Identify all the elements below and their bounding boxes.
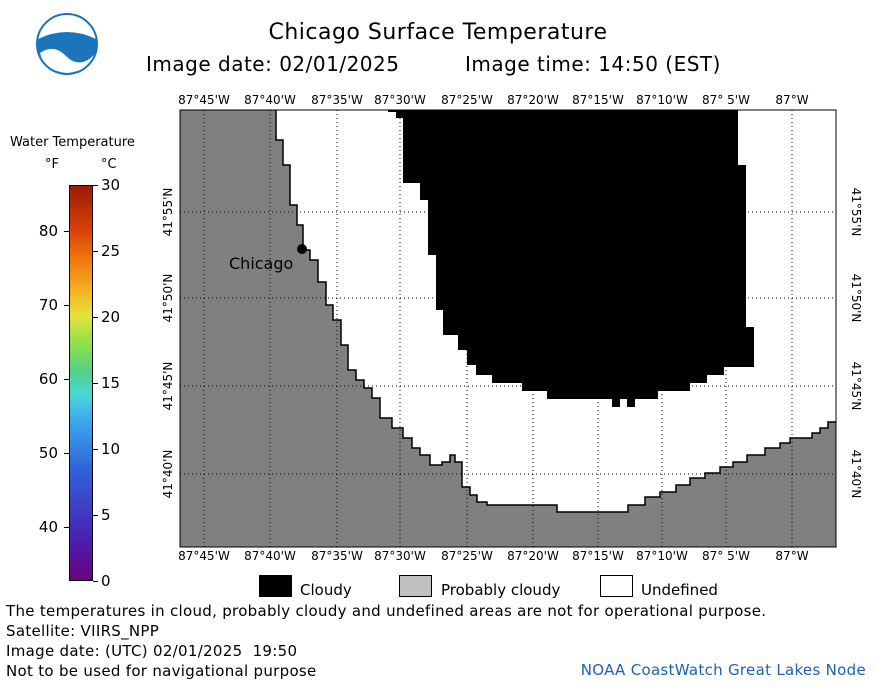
fahrenheit-tick-mark [64, 379, 69, 380]
logo-text: NOAA [54, 39, 81, 49]
latitude-label-right: 41°40'N [849, 450, 863, 499]
map-title: Chicago Surface Temperature [268, 20, 608, 45]
colorbar-title: Water Temperature [10, 135, 135, 150]
satellite-text: Satellite: VIIRS_NPP [6, 622, 160, 640]
latitude-label-left: 41°50'N [161, 274, 175, 323]
land-area [180, 110, 836, 547]
probably-cloudy-swatch [399, 575, 432, 597]
longitude-label-bottom: 87°40'W [244, 549, 296, 563]
latitude-label-right: 41°50'N [849, 274, 863, 323]
celsius-tick-label: 25 [101, 242, 121, 260]
fahrenheit-tick-mark [64, 231, 69, 232]
disclaimer-text: The temperatures in cloud, probably clou… [6, 602, 767, 620]
fahrenheit-tick-label: 80 [38, 222, 58, 240]
longitude-label-bottom: 87°10'W [636, 549, 688, 563]
celsius-tick-mark [93, 185, 98, 186]
celsius-tick-mark [93, 383, 98, 384]
unit-fahrenheit: °F [45, 157, 59, 172]
chicago-marker [297, 244, 307, 254]
fahrenheit-tick-label: 40 [38, 518, 58, 536]
cloudy-area [388, 110, 754, 407]
celsius-tick-mark [93, 317, 98, 318]
legend-undefined-label: Undefined [641, 581, 718, 599]
longitude-label-bottom: 87°35'W [311, 549, 363, 563]
longitude-label-bottom: 87°30'W [374, 549, 426, 563]
latitude-label-left: 41°55'N [161, 188, 175, 237]
celsius-tick-label: 15 [101, 374, 121, 392]
longitude-label-bottom: 87°20'W [507, 549, 559, 563]
fahrenheit-tick-mark [64, 305, 69, 306]
noaa-logo: NOAA [36, 13, 98, 75]
chicago-label: Chicago [229, 254, 293, 273]
latitude-label-right: 41°45'N [849, 362, 863, 411]
celsius-tick-label: 20 [101, 308, 121, 326]
celsius-tick-label: 30 [101, 176, 121, 194]
longitude-label-bottom: 87°25'W [441, 549, 493, 563]
longitude-label-top: 87°10'W [636, 93, 688, 107]
fahrenheit-tick-label: 70 [38, 296, 58, 314]
legend-probably-cloudy-label: Probably cloudy [441, 581, 561, 599]
nav-warning-text: Not to be used for navigational purpose [6, 662, 317, 680]
celsius-tick-mark [93, 581, 98, 582]
fahrenheit-tick-mark [64, 527, 69, 528]
longitude-label-bottom: 87°W [775, 549, 808, 563]
celsius-tick-label: 10 [101, 440, 121, 458]
legend-cloudy-label: Cloudy [300, 581, 352, 599]
longitude-label-top: 87° 5'W [702, 93, 750, 107]
celsius-tick-mark [93, 251, 98, 252]
longitude-label-top: 87°30'W [374, 93, 426, 107]
longitude-label-top: 87°45'W [178, 93, 230, 107]
longitude-label-top: 87°40'W [244, 93, 296, 107]
longitude-label-bottom: 87°15'W [572, 549, 624, 563]
longitude-label-top: 87°W [775, 93, 808, 107]
credit-text: NOAA CoastWatch Great Lakes Node [580, 661, 866, 679]
longitude-label-top: 87°25'W [441, 93, 493, 107]
longitude-label-top: 87°35'W [311, 93, 363, 107]
longitude-label-top: 87°15'W [572, 93, 624, 107]
celsius-tick-label: 5 [101, 506, 111, 524]
fahrenheit-tick-mark [64, 453, 69, 454]
celsius-tick-mark [93, 515, 98, 516]
image-date: Image date: 02/01/2025 [146, 52, 400, 76]
celsius-tick-mark [93, 449, 98, 450]
fahrenheit-tick-label: 60 [38, 370, 58, 388]
latitude-label-right: 41°55'N [849, 188, 863, 237]
undefined-swatch [600, 575, 633, 597]
longitude-label-top: 87°20'W [507, 93, 559, 107]
longitude-label-bottom: 87°45'W [178, 549, 230, 563]
latitude-label-left: 41°45'N [161, 362, 175, 411]
celsius-tick-label: 0 [101, 572, 111, 590]
longitude-label-bottom: 87° 5'W [702, 549, 750, 563]
image-time: Image time: 14:50 (EST) [465, 52, 721, 76]
latitude-label-left: 41°40'N [161, 450, 175, 499]
utc-date-text: Image date: (UTC) 02/01/2025 19:50 [6, 642, 298, 660]
temperature-colorbar [69, 185, 93, 581]
fahrenheit-tick-label: 50 [38, 444, 58, 462]
cloudy-swatch [259, 575, 292, 597]
unit-celsius: °C [101, 157, 117, 172]
